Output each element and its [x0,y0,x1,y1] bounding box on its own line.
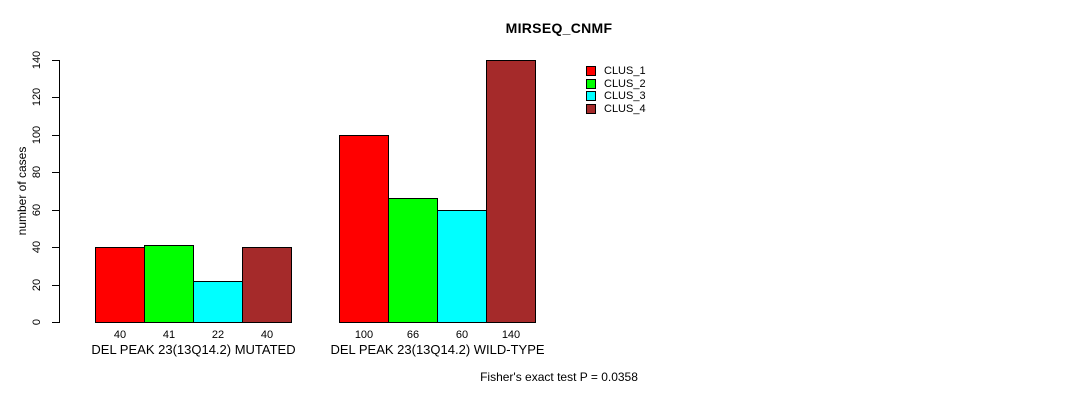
bar-value-label: 41 [162,329,176,341]
bar-clus-3-wild-type [437,210,487,323]
y-axis-tick-label: 80 [31,165,43,179]
bar-clus-2-mutated [144,245,194,323]
y-axis-tick [52,285,59,286]
y-axis-tick-label: 40 [31,240,43,254]
bar-clus-2-wild-type [388,198,438,323]
y-axis-tick-label: 100 [31,125,43,145]
bar-clus-3-mutated [193,281,243,323]
y-axis-tick [52,172,59,173]
bar-value-label: 140 [501,329,521,341]
bar-clus-4-mutated [242,247,292,323]
y-axis-tick [52,210,59,211]
legend-swatch-clus-1 [586,66,596,76]
y-axis-tick-label: 140 [31,50,43,70]
bar-value-label: 40 [260,329,274,341]
bar-value-label: 66 [406,329,420,341]
y-axis-line [59,60,60,323]
bar-clus-1-wild-type [339,135,389,323]
legend-swatch-clus-3 [586,91,596,101]
legend-label-clus-1: CLUS_1 [604,65,646,77]
legend-swatch-clus-2 [586,79,596,89]
y-axis-tick [52,135,59,136]
x-axis-group-label: DEL PEAK 23(13Q14.2) MUTATED [91,342,296,357]
chart-title: MIRSEQ_CNMF [505,20,613,36]
y-axis-tick [52,97,59,98]
legend-label-clus-3: CLUS_3 [604,90,646,102]
legend-label-clus-4: CLUS_4 [604,103,646,115]
legend-swatch-clus-4 [586,104,596,114]
y-axis-tick-label: 120 [31,87,43,107]
bar-value-label: 100 [354,329,374,341]
y-axis-tick-label: 0 [31,318,43,326]
y-axis-tick-label: 60 [31,203,43,217]
footnote: Fisher's exact test P = 0.0358 [480,370,638,384]
bar-value-label: 60 [455,329,469,341]
y-axis-tick-label: 20 [31,278,43,292]
legend-label-clus-2: CLUS_2 [604,78,646,90]
bar-value-label: 40 [113,329,127,341]
y-axis-label: number of cases [15,146,29,236]
bar-value-label: 22 [211,329,225,341]
y-axis-tick [52,247,59,248]
y-axis-tick [52,60,59,61]
bar-clus-4-wild-type [486,60,536,323]
y-axis-tick [52,322,59,323]
x-axis-group-label: DEL PEAK 23(13Q14.2) WILD-TYPE [330,342,545,357]
bar-clus-1-mutated [95,247,145,323]
